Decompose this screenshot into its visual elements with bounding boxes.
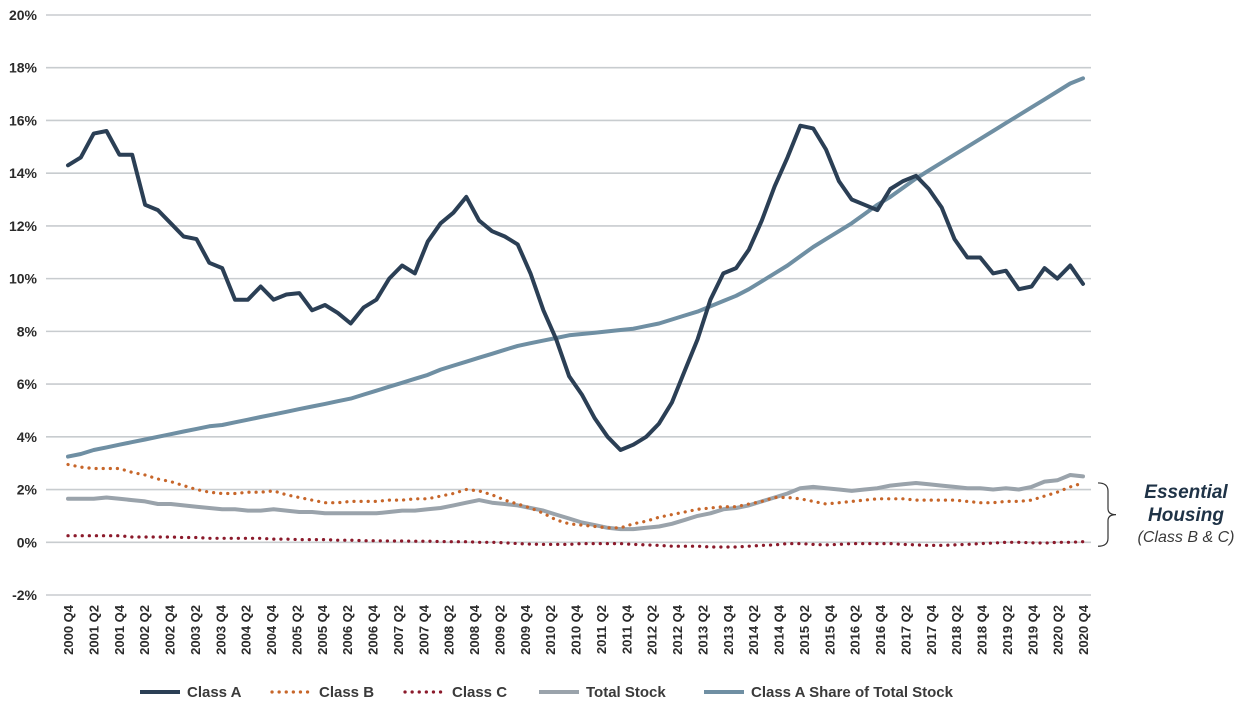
x-tick-label: 2009 Q2 [492,605,507,655]
x-tick-label: 2009 Q4 [518,604,533,655]
x-tick-label: 2008 Q2 [442,605,457,655]
x-tick-label: 2002 Q2 [137,605,152,655]
legend-label: Class A [187,684,242,701]
x-tick-label: 2003 Q4 [213,604,228,655]
x-tick-label: 2006 Q2 [340,605,355,655]
x-tick-label: 2005 Q2 [289,605,304,655]
y-axis-ticks: -2% 0% 2% 4% 6% 8% 10% 12% 14% 16% 18% 20% [9,7,38,603]
y-tick-label: -2% [12,587,37,603]
x-tick-label: 2013 Q2 [695,605,710,655]
x-tick-label: 2015 Q2 [797,605,812,655]
x-tick-label: 2001 Q4 [112,604,127,655]
y-tick-label: 14% [9,165,38,181]
series-line-class-c [66,534,1085,549]
x-tick-label: 2004 Q4 [264,604,279,655]
x-tick-label: 2018 Q2 [949,605,964,655]
legend-label: Total Stock [586,684,666,701]
annotation-title-line2: Housing [1148,505,1224,526]
legend-label: Class A Share of Total Stock [751,684,954,701]
x-tick-label: 2016 Q4 [873,604,888,655]
x-tick-label: 2018 Q4 [975,604,990,655]
x-tick-label: 2001 Q2 [86,605,101,655]
x-tick-label: 2019 Q2 [1000,605,1015,655]
legend-label: Class C [452,684,507,701]
x-tick-label: 2012 Q2 [645,605,660,655]
x-tick-label: 2019 Q4 [1025,604,1040,655]
y-tick-label: 16% [9,112,38,128]
x-tick-label: 2006 Q4 [366,604,381,655]
x-tick-label: 2002 Q4 [163,604,178,655]
x-tick-label: 2005 Q4 [315,604,330,655]
series-line-class-a-share-of-total-stock [66,76,1085,459]
x-tick-label: 2017 Q2 [898,605,913,655]
series-lines [66,76,1085,549]
y-tick-label: 6% [17,376,38,392]
x-tick-label: 2007 Q2 [391,605,406,655]
x-tick-label: 2000 Q4 [61,604,76,655]
series-line-class-a [66,123,1085,452]
x-tick-label: 2015 Q4 [822,604,837,655]
y-tick-label: 18% [9,60,38,76]
x-axis-ticks: 2000 Q4 2001 Q2 2001 Q4 2002 Q2 2002 Q4 2003 … [61,604,1091,655]
x-tick-label: 2017 Q4 [924,604,939,655]
x-tick-label: 2020 Q2 [1051,605,1066,655]
x-tick-label: 2013 Q4 [721,604,736,655]
gridlines [46,14,1091,596]
y-tick-label: 10% [9,271,38,287]
x-tick-label: 2010 Q2 [543,605,558,655]
y-tick-label: 8% [17,323,38,339]
x-tick-label: 2007 Q4 [416,604,431,655]
x-tick-label: 2004 Q2 [239,605,254,655]
x-tick-label: 2012 Q4 [670,604,685,655]
x-tick-label: 2010 Q4 [569,604,584,655]
y-tick-label: 4% [17,429,38,445]
annotation-brace [1097,482,1117,547]
y-tick-label: 12% [9,218,38,234]
y-tick-label: 0% [17,534,38,550]
annotation-title-line1: Essential [1144,482,1228,503]
series-line-total-stock [66,473,1085,532]
x-tick-label: 2014 Q4 [772,604,787,655]
series-line-class-b [66,462,1085,530]
x-tick-label: 2011 Q2 [594,605,609,654]
x-tick-label: 2008 Q4 [467,604,482,655]
y-tick-label: 2% [17,482,38,498]
essential-housing-annotation: Essential Housing (Class B & C) [1097,482,1235,547]
y-tick-label: 20% [9,7,38,23]
x-tick-label: 2014 Q2 [746,605,761,655]
legend: Class A Class B Class C Total Stock Class A … [140,684,954,701]
x-tick-label: 2020 Q4 [1076,604,1091,655]
x-tick-label: 2011 Q4 [619,604,634,654]
annotation-subtitle: (Class B & C) [1138,529,1235,546]
x-tick-label: 2016 Q2 [848,605,863,655]
legend-label: Class B [319,684,374,701]
x-tick-label: 2003 Q2 [188,605,203,655]
